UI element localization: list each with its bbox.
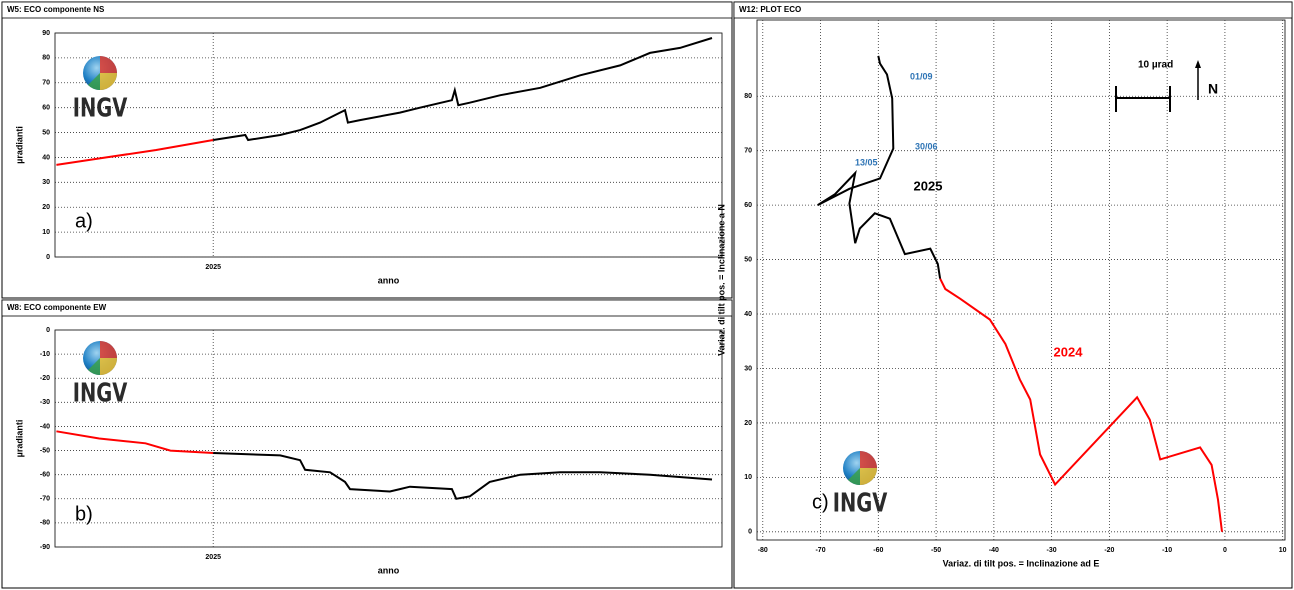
y-tick-label: 70 [744, 148, 752, 155]
x-axis-title: anno [378, 565, 400, 575]
plot-area [54, 329, 723, 548]
y-tick-label: 40 [42, 154, 50, 161]
panel-title: W12: PLOT ECO [739, 5, 801, 14]
series-line [817, 55, 942, 279]
logo-globe-segment [860, 451, 877, 468]
plot-area [54, 32, 723, 258]
logo-text: INGV [73, 94, 128, 123]
north-arrow-head [1195, 60, 1201, 68]
x-tick-label: -80 [758, 547, 768, 554]
y-tick-label: 60 [42, 105, 50, 112]
series-line [939, 278, 1223, 532]
y-tick-label: 70 [42, 80, 50, 87]
y-tick-label: -40 [40, 423, 50, 430]
y-axis-title: µradianti [14, 126, 24, 164]
logo-globe-segment [848, 468, 860, 485]
x-tick-label: -70 [815, 547, 825, 554]
logo-text: INGV [833, 489, 888, 518]
annotation: 30/06 [915, 141, 938, 151]
x-tick-label: 2025 [205, 264, 221, 271]
series-line [213, 37, 713, 142]
annotation: c) [812, 491, 829, 513]
panel-title: W5: ECO componente NS [7, 5, 105, 14]
logo-text: INGV [73, 379, 128, 408]
x-tick-label: 10 [1279, 547, 1287, 554]
y-tick-label: -20 [40, 375, 50, 382]
y-tick-label: 0 [46, 327, 50, 334]
y-tick-label: 80 [744, 93, 752, 100]
y-tick-label: 10 [744, 474, 752, 481]
y-tick-label: 30 [42, 179, 50, 186]
y-tick-label: 10 [42, 229, 50, 236]
logo-globe-segment [100, 341, 117, 358]
logo-globe-segment [100, 73, 117, 90]
logo-globe-segment [88, 358, 100, 375]
x-tick-label: -20 [1104, 547, 1114, 554]
series-line [213, 452, 713, 500]
series-line [56, 139, 214, 166]
logo-globe-segment [100, 56, 117, 73]
series-label: 2024 [1054, 344, 1084, 359]
y-tick-label: -50 [40, 447, 50, 454]
y-tick-label: 0 [748, 529, 752, 536]
x-tick-label: -50 [931, 547, 941, 554]
x-tick-label: -10 [1162, 547, 1172, 554]
annotation: 10 µrad [1138, 60, 1173, 71]
y-tick-label: 30 [744, 365, 752, 372]
y-tick-label: 90 [42, 30, 50, 37]
x-tick-label: -40 [989, 547, 999, 554]
panel-titlebar [1, 1, 733, 19]
panel-titlebar [1, 299, 733, 317]
annotation: b) [75, 503, 93, 525]
y-tick-label: 20 [42, 204, 50, 211]
x-tick-label: -30 [1047, 547, 1057, 554]
x-tick-label: -60 [873, 547, 883, 554]
x-tick-label: 2025 [205, 554, 221, 561]
x-tick-label: 0 [1223, 547, 1227, 554]
series-label: 2025 [914, 178, 943, 193]
y-tick-label: 20 [744, 420, 752, 427]
y-axis-title: Variaz. di tilt pos. = Inclinazione a N [716, 204, 726, 356]
y-tick-label: -30 [40, 399, 50, 406]
annotation: 13/05 [855, 157, 878, 167]
y-tick-label: 50 [744, 256, 752, 263]
y-tick-label: 50 [42, 129, 50, 136]
logo-globe-segment [88, 73, 100, 90]
panel-title: W8: ECO componente EW [7, 303, 107, 312]
y-tick-label: 60 [744, 202, 752, 209]
y-tick-label: -10 [40, 351, 50, 358]
y-tick-label: 0 [46, 254, 50, 261]
plot-area [756, 19, 1286, 541]
x-axis-title: anno [378, 275, 400, 285]
y-tick-label: -80 [40, 520, 50, 527]
logo-globe-segment [100, 358, 117, 375]
annotation: 01/09 [910, 71, 933, 81]
y-tick-label: -70 [40, 496, 50, 503]
annotation: a) [75, 210, 93, 232]
panel-titlebar [733, 1, 1293, 19]
y-tick-label: -90 [40, 544, 50, 551]
y-tick-label: -60 [40, 472, 50, 479]
logo-globe-segment [860, 468, 877, 485]
annotation: N [1208, 81, 1218, 97]
y-tick-label: 40 [744, 311, 752, 318]
y-axis-title: µradianti [14, 420, 24, 458]
series-line [56, 430, 214, 454]
y-tick-label: 80 [42, 55, 50, 62]
x-axis-title: Variaz. di tilt pos. = Inclinazione ad E [943, 558, 1100, 568]
